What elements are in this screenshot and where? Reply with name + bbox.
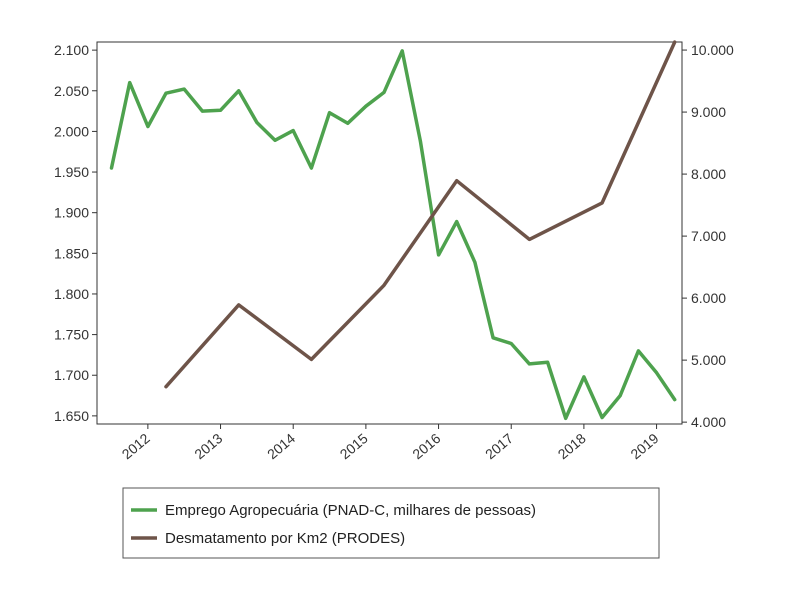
- right-y-tick-label: 6.000: [691, 290, 726, 306]
- data-point-emprego: [200, 109, 204, 113]
- data-point-desmatamento: [309, 357, 313, 361]
- left-y-tick-label: 1.850: [54, 245, 89, 261]
- data-point-emprego: [164, 91, 168, 95]
- data-point-emprego: [219, 108, 222, 112]
- x-axis: 2012 2013 2014 2015 2016 2017 2018 2019: [119, 424, 662, 462]
- right-y-tick-label: 10.000: [691, 42, 734, 58]
- x-tick-label: 2017: [482, 430, 516, 462]
- data-point-emprego: [346, 121, 350, 125]
- data-point-emprego: [546, 360, 550, 364]
- x-tick-label: 2016: [409, 430, 443, 462]
- data-point-desmatamento: [164, 385, 168, 389]
- data-point-emprego: [564, 416, 568, 420]
- data-point-desmatamento: [600, 201, 604, 205]
- data-point-emprego: [364, 104, 368, 108]
- data-point-emprego: [255, 121, 259, 124]
- data-point-emprego: [328, 111, 331, 115]
- right-y-tick-label: 5.000: [691, 352, 726, 368]
- x-tick-label: 2012: [119, 430, 153, 462]
- data-point-emprego: [382, 90, 386, 94]
- series-layer: [109, 40, 677, 421]
- left-y-tick-label: 2.000: [54, 123, 89, 139]
- data-point-emprego: [273, 138, 277, 142]
- data-point-emprego: [655, 371, 659, 375]
- left-y-axis: 1.650 1.700 1.750 1.800 1.850 1.900 1.950 2.000…: [54, 42, 97, 424]
- data-point-emprego: [582, 375, 586, 379]
- left-y-tick-label: 1.700: [54, 367, 89, 383]
- left-y-tick-label: 1.650: [54, 408, 89, 424]
- x-tick-label: 2018: [555, 430, 589, 462]
- left-y-tick-label: 1.900: [54, 205, 89, 221]
- data-point-desmatamento: [237, 303, 241, 307]
- right-y-tick-label: 7.000: [691, 228, 726, 244]
- left-y-tick-label: 2.100: [54, 42, 89, 58]
- data-point-emprego: [491, 336, 495, 340]
- data-point-emprego: [455, 220, 459, 224]
- data-point-desmatamento: [673, 40, 677, 44]
- data-point-desmatamento: [455, 179, 459, 183]
- data-point-emprego: [291, 129, 295, 133]
- data-point-desmatamento: [382, 283, 386, 287]
- data-point-emprego: [309, 166, 313, 170]
- right-y-tick-label: 4.000: [691, 414, 726, 430]
- legend: Emprego Agropecuária (PNAD-C, milhares d…: [122, 487, 660, 559]
- legend-box: [122, 487, 660, 559]
- right-y-tick-label: 9.000: [691, 104, 726, 120]
- series-line-emprego: [109, 49, 677, 421]
- data-point-emprego: [110, 166, 113, 170]
- x-tick-label: 2019: [627, 430, 661, 462]
- data-point-emprego: [237, 89, 241, 93]
- left-y-tick-label: 1.800: [54, 286, 89, 302]
- data-point-emprego: [437, 253, 441, 257]
- left-y-tick-label: 2.050: [54, 83, 89, 99]
- data-point-emprego: [527, 362, 531, 366]
- legend-label-desmatamento: Desmatamento por Km2 (PRODES): [165, 530, 405, 547]
- right-y-tick-label: 8.000: [691, 166, 726, 182]
- data-point-emprego: [146, 125, 150, 128]
- data-point-emprego: [128, 81, 132, 85]
- data-point-emprego: [509, 342, 513, 345]
- x-tick-label: 2013: [191, 430, 225, 462]
- data-point-emprego: [418, 139, 422, 143]
- data-point-emprego: [600, 416, 604, 419]
- data-point-desmatamento: [527, 237, 531, 241]
- data-point-emprego: [618, 394, 622, 398]
- data-point-emprego: [473, 260, 477, 264]
- x-tick-label: 2015: [337, 430, 371, 462]
- data-point-emprego: [636, 349, 640, 353]
- data-point-emprego: [400, 49, 404, 53]
- plot-frame: [96, 41, 683, 425]
- right-y-axis: 4.000 5.000 6.000 7.000 8.000 9.000 10.000: [682, 42, 734, 430]
- data-point-emprego: [182, 87, 186, 91]
- left-y-tick-label: 1.950: [54, 164, 89, 180]
- data-point-emprego: [673, 398, 677, 402]
- left-y-tick-label: 1.750: [54, 327, 89, 343]
- x-tick-label: 2014: [264, 430, 298, 462]
- series-line-desmatamento: [164, 40, 677, 389]
- legend-label-emprego: Emprego Agropecuária (PNAD-C, milhares d…: [165, 502, 536, 519]
